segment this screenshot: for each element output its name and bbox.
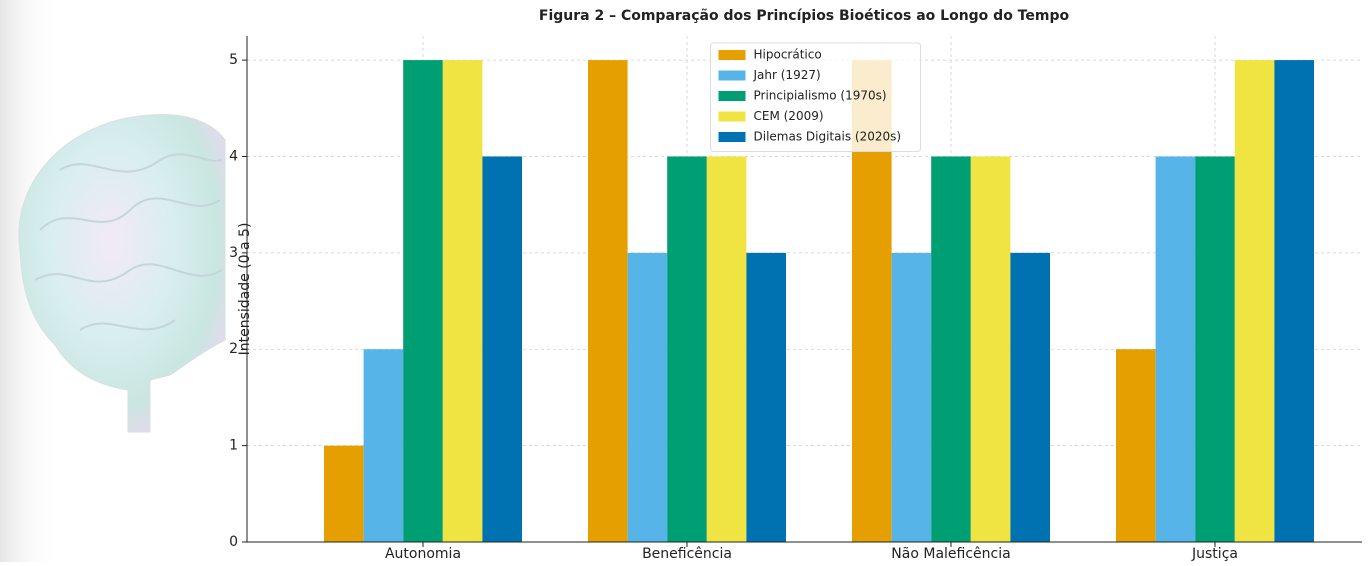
legend-swatch — [718, 70, 746, 81]
legend-label: Jahr (1927) — [753, 68, 821, 82]
legend-label: CEM (2009) — [754, 109, 824, 123]
legend-box — [710, 42, 921, 152]
axes: 0 1 2 3 4 5 Autonomia Beneficência Não Maleficên… — [229, 36, 1362, 562]
y-tick-label: 4 — [229, 148, 238, 164]
legend-swatch — [718, 111, 746, 122]
bar — [324, 445, 364, 542]
x-tick-label: Autonomia — [385, 546, 461, 562]
legend-label: Principialismo (1970s) — [754, 89, 887, 103]
chart-title: Figura 2 – Comparação dos Princípios Bio… — [539, 8, 1070, 24]
bar — [403, 60, 443, 542]
bar — [891, 252, 932, 542]
y-tick-label: 2 — [229, 341, 238, 357]
bar — [482, 156, 522, 542]
bar — [1155, 156, 1196, 542]
bar — [588, 60, 628, 542]
bar — [627, 252, 668, 542]
legend-label: Hipocrático — [754, 48, 822, 62]
y-tick-label: 5 — [229, 52, 238, 68]
bar — [442, 60, 483, 542]
legend: Hipocrático Jahr (1927) Principialismo (19… — [710, 42, 921, 152]
y-tick-label: 1 — [229, 438, 238, 454]
bar — [363, 349, 404, 542]
y-tick-label: 0 — [229, 534, 238, 550]
bar — [1195, 156, 1235, 542]
bar — [1116, 349, 1156, 542]
brain-illustration — [18, 114, 226, 433]
bar — [970, 156, 1011, 542]
y-axis-label: Intensidade (0 a 5) — [237, 223, 253, 356]
y-tick-label: 3 — [229, 245, 238, 261]
x-tick-label: Justiça — [1191, 546, 1238, 562]
legend-swatch — [718, 91, 746, 101]
bars — [324, 60, 1314, 542]
bar — [1274, 60, 1314, 542]
bar — [931, 156, 971, 542]
bar — [706, 156, 747, 542]
legend-label: Dilemas Digitais (2020s) — [754, 130, 902, 144]
bar — [1234, 60, 1275, 542]
legend-swatch — [718, 50, 746, 60]
bar — [1010, 252, 1050, 542]
bar — [667, 156, 707, 542]
x-tick-label: Não Maleficência — [891, 546, 1010, 562]
bar — [746, 252, 786, 542]
x-tick-label: Beneficência — [642, 546, 732, 562]
legend-swatch — [718, 132, 746, 142]
